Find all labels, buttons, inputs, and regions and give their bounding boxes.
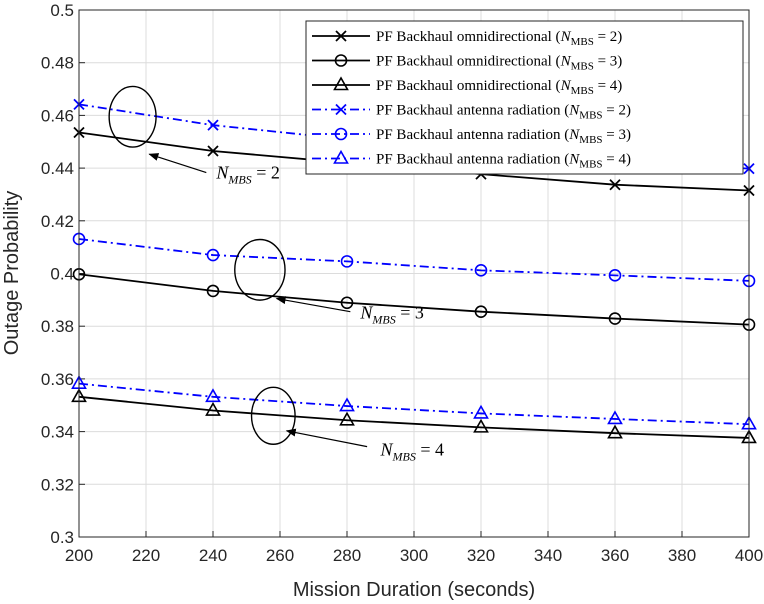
x-tick-label: 280 — [333, 546, 361, 565]
y-tick-label: 0.44 — [41, 159, 74, 178]
data-point — [206, 284, 220, 298]
data-point — [607, 424, 623, 439]
data-point — [340, 255, 354, 268]
annotation-ellipse — [108, 85, 157, 148]
legend-box — [305, 20, 744, 175]
legend-label: PF Backhaul antenna radiation (NMBS = 4) — [376, 152, 631, 171]
data-point — [206, 248, 220, 262]
legend-entry: PF Backhaul antenna radiation (NMBS = 4) — [312, 149, 631, 171]
annotation-label: NMBS = 4 — [380, 439, 445, 463]
legend-marker — [334, 127, 348, 141]
data-point — [608, 312, 622, 325]
series-line — [78, 273, 750, 326]
legend-entry: PF Backhaul antenna radiation (NMBS = 2) — [312, 103, 631, 122]
annotation-label: NMBS = 2 — [215, 163, 280, 187]
legend-label: PF Backhaul omnidirectional (NMBS = 3) — [376, 54, 622, 73]
annotation-1: NMBS = 2 — [108, 85, 280, 187]
legend-marker — [333, 76, 349, 91]
x-tick-label: 240 — [199, 546, 227, 565]
y-tick-label: 0.3 — [50, 528, 74, 547]
legend-marker — [335, 103, 347, 116]
x-tick-label: 400 — [735, 546, 763, 565]
y-tick-label: 0.38 — [41, 317, 74, 336]
data-point — [473, 418, 489, 433]
data-point — [339, 397, 355, 412]
data-point — [474, 305, 488, 319]
y-tick-label: 0.5 — [50, 1, 74, 20]
series-line — [78, 238, 750, 282]
data-point — [474, 264, 488, 277]
annotation-arrow — [148, 153, 207, 174]
y-tick-label: 0.46 — [41, 106, 74, 125]
series-5 — [72, 232, 756, 288]
series-2 — [72, 267, 756, 331]
y-axis-label: Outage Probability — [1, 191, 23, 356]
legend-entry: PF Backhaul omnidirectional (NMBS = 4) — [312, 76, 622, 97]
x-tick-label: 360 — [601, 546, 629, 565]
legend-entry: PF Backhaul omnidirectional (NMBS = 3) — [312, 54, 622, 73]
x-tick-labels: 200 220 240 260 280 300 320 340 360 380 400 — [65, 546, 763, 565]
data-point — [473, 404, 489, 419]
data-point — [205, 401, 221, 416]
data-point — [205, 388, 221, 403]
x-tick-label: 200 — [65, 546, 93, 565]
data-point — [609, 179, 621, 191]
x-axis-label: Mission Duration (seconds) — [293, 579, 535, 601]
legend-label: PF Backhaul antenna radiation (NMBS = 2) — [376, 103, 631, 122]
annotation-arrow — [275, 296, 351, 313]
legend-entry: PF Backhaul antenna radiation (NMBS = 3) — [312, 127, 631, 146]
legend-label: PF Backhaul omnidirectional (NMBS = 2) — [376, 29, 622, 48]
annotation-ellipse — [234, 238, 286, 301]
data-point — [608, 269, 622, 282]
legend-label: PF Backhaul antenna radiation (NMBS = 3) — [376, 127, 631, 146]
x-tick-label: 300 — [400, 546, 428, 565]
y-tick-labels: 0.3 0.32 0.34 0.36 0.38 0.4 0.42 0.44 0.46 0.48 0.… — [41, 1, 74, 547]
annotation-3: NMBS = 4 — [250, 386, 445, 463]
x-tick-label: 220 — [132, 546, 160, 565]
y-tick-label: 0.48 — [41, 54, 74, 73]
annotation-label: NMBS = 3 — [359, 302, 424, 326]
data-point — [607, 410, 623, 425]
x-tick-label: 320 — [467, 546, 495, 565]
y-tick-label: 0.4 — [50, 265, 74, 284]
x-tick-label: 260 — [266, 546, 294, 565]
legend-label: PF Backhaul omnidirectional (NMBS = 4) — [376, 78, 622, 97]
annotation-ellipse — [250, 386, 296, 445]
y-tick-label: 0.42 — [41, 212, 74, 231]
x-tick-label: 380 — [668, 546, 696, 565]
legend-marker — [334, 54, 348, 67]
annotations: NMBS = 2 NMBS = 3 NMBS = 4 — [108, 85, 445, 463]
y-tick-label: 0.34 — [41, 423, 74, 442]
series-line — [78, 395, 750, 439]
series-3 — [71, 388, 757, 444]
series-line — [78, 382, 750, 426]
legend-marker — [335, 30, 347, 42]
legend: PF Backhaul omnidirectional (NMBS = 2) PF… — [305, 20, 744, 175]
annotation-arrow — [285, 428, 368, 448]
annotation-2: NMBS = 3 — [234, 238, 424, 326]
y-tick-label: 0.32 — [41, 475, 74, 494]
data-point — [340, 296, 354, 310]
data-point — [339, 411, 355, 426]
legend-marker — [333, 149, 349, 164]
y-tick-label: 0.36 — [41, 370, 74, 389]
legend-entry: PF Backhaul omnidirectional (NMBS = 2) — [312, 29, 622, 48]
x-tick-label: 340 — [534, 546, 562, 565]
data-point — [207, 119, 219, 131]
plot-frame — [78, 9, 750, 538]
data-point — [207, 145, 219, 157]
